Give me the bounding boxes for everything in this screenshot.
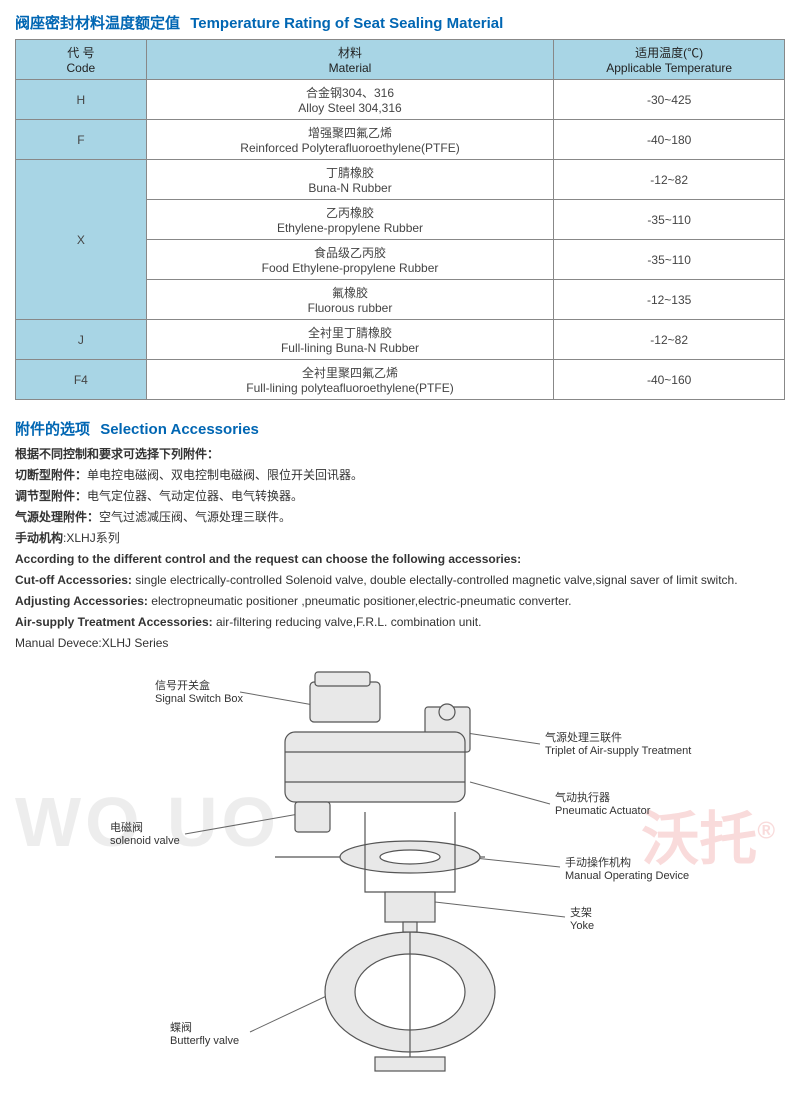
th-code: 代 号 Code	[16, 40, 147, 80]
cell-material: 合金钢304、316Alloy Steel 304,316	[146, 80, 554, 120]
callout-c7: 蝶阀Butterfly valve	[170, 1022, 239, 1048]
table-row: F增强聚四氟乙烯Reinforced Polyterafluoroethylen…	[16, 120, 785, 160]
table-row: X丁腈橡胶Buna-N Rubber-12~82	[16, 160, 785, 200]
cell-temp: -30~425	[554, 80, 785, 120]
section2-title-cn: 附件的选项	[15, 421, 90, 438]
line-adjust-cn: 调节型附件：电气定位器、气动定位器、电气转换器。	[15, 487, 785, 505]
section1-title-cn: 阀座密封材料温度额定值	[15, 15, 180, 32]
line-air-cn: 气源处理附件：空气过滤减压阀、气源处理三联件。	[15, 508, 785, 526]
cell-material: 氟橡胶Fluorous rubber	[146, 280, 554, 320]
cell-temp: -35~110	[554, 240, 785, 280]
cell-material: 增强聚四氟乙烯Reinforced Polyterafluoroethylene…	[146, 120, 554, 160]
cell-material: 食品级乙丙胶Food Ethylene-propylene Rubber	[146, 240, 554, 280]
callout-c3: 气动执行器Pneumatic Actuator	[555, 792, 650, 818]
lead-cn: 根据不同控制和要求可选择下列附件：	[15, 445, 785, 463]
rating-table: 代 号 Code 材料 Material 适用温度(℃) Applicable …	[15, 39, 785, 400]
cell-code: F4	[16, 360, 147, 400]
lead-en: According to the different control and t…	[15, 550, 785, 568]
cell-code: H	[16, 80, 147, 120]
line-manual-cn: 手动机构:XLHJ系列	[15, 529, 785, 547]
line-cutoff-cn: 切断型附件：单电控电磁阀、双电控制电磁阀、限位开关回讯器。	[15, 466, 785, 484]
th-temp: 适用温度(℃) Applicable Temperature	[554, 40, 785, 80]
callout-c4: 电磁阀solenoid valve	[110, 822, 180, 848]
callout-c2: 气源处理三联件Triplet of Air-supply Treatment	[545, 732, 691, 758]
cell-temp: -12~82	[554, 320, 785, 360]
cell-material: 全衬里丁腈橡胶Full-lining Buna-N Rubber	[146, 320, 554, 360]
cell-temp: -12~82	[554, 160, 785, 200]
table-row: F4全衬里聚四氟乙烯Full-lining polyteafluoroethyl…	[16, 360, 785, 400]
line-air-en: Air-supply Treatment Accessories: air-fi…	[15, 613, 785, 631]
cell-code: X	[16, 160, 147, 320]
cell-temp: -40~180	[554, 120, 785, 160]
section1-title-en: Temperature Rating of Seat Sealing Mater…	[190, 15, 503, 32]
cell-temp: -12~135	[554, 280, 785, 320]
callout-c6: 支架Yoke	[570, 907, 594, 933]
table-row: H合金钢304、316Alloy Steel 304,316-30~425	[16, 80, 785, 120]
callout-c1: 信号开关盒Signal Switch Box	[155, 680, 243, 706]
cell-temp: -35~110	[554, 200, 785, 240]
line-adjust-en: Adjusting Accessories: electropneumatic …	[15, 592, 785, 610]
section2-title-en: Selection Accessories	[100, 421, 259, 438]
section2-title: 附件的选项 Selection Accessories	[15, 418, 785, 439]
cell-code: F	[16, 120, 147, 160]
cell-code: J	[16, 320, 147, 360]
callout-c5: 手动操作机构Manual Operating Device	[565, 857, 689, 883]
table-row: J全衬里丁腈橡胶Full-lining Buna-N Rubber-12~82	[16, 320, 785, 360]
accessories-section: 附件的选项 Selection Accessories 根据不同控制和要求可选择…	[15, 418, 785, 652]
cell-material: 丁腈橡胶Buna-N Rubber	[146, 160, 554, 200]
cell-material: 全衬里聚四氟乙烯Full-lining polyteafluoroethylen…	[146, 360, 554, 400]
cell-temp: -40~160	[554, 360, 785, 400]
line-manual-en: Manual Devece:XLHJ Series	[15, 634, 785, 652]
line-cutoff-en: Cut-off Accessories: single electrically…	[15, 571, 785, 589]
cell-material: 乙丙橡胶Ethylene-propylene Rubber	[146, 200, 554, 240]
section1-title: 阀座密封材料温度额定值 Temperature Rating of Seat S…	[15, 12, 785, 33]
th-material: 材料 Material	[146, 40, 554, 80]
diagram: WO UO 沃托®	[15, 662, 785, 1082]
